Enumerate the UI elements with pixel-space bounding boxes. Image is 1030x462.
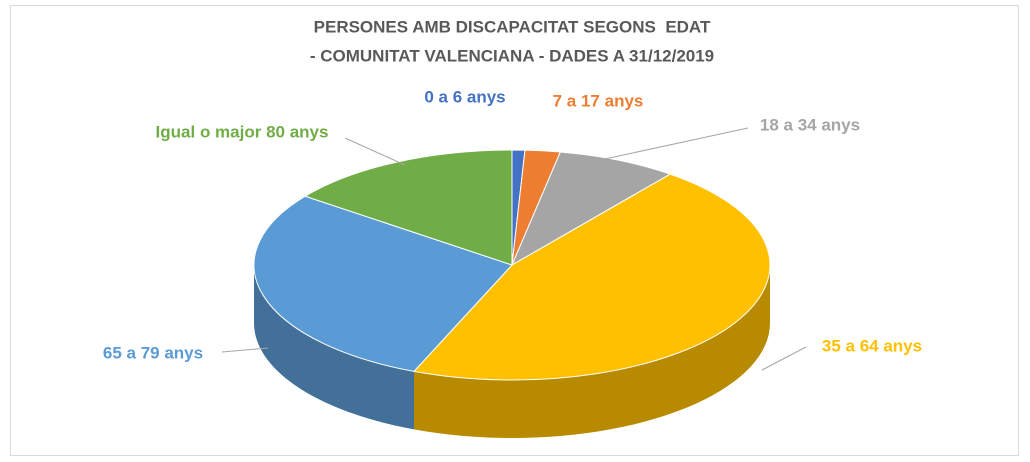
chart-subtitle: - COMUNITAT VALENCIANA - DADES A 31/12/2… [310, 46, 714, 65]
data-label: 7 a 17 anys [553, 91, 644, 110]
leader-line [344, 137, 406, 166]
slice [413, 173, 771, 381]
slice-side [254, 265, 415, 430]
slice-side [414, 265, 770, 438]
slice [304, 149, 513, 266]
slice [253, 195, 513, 372]
data-label: 35 a 64 anys [822, 336, 922, 355]
data-label: 18 a 34 anys [760, 115, 860, 134]
leader-line [761, 346, 807, 371]
slice [510, 151, 672, 267]
data-label: 65 a 79 anys [103, 343, 203, 362]
chart-title: PERSONES AMB DISCAPACITAT SEGONS EDAT [314, 17, 711, 36]
data-label: Igual o major 80 anys [156, 122, 329, 141]
data-label: 0 a 6 anys [424, 87, 505, 106]
leader-line [599, 127, 749, 161]
leader-line [221, 347, 269, 353]
